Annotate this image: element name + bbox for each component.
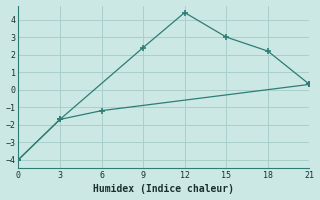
X-axis label: Humidex (Indice chaleur): Humidex (Indice chaleur) [93,184,234,194]
